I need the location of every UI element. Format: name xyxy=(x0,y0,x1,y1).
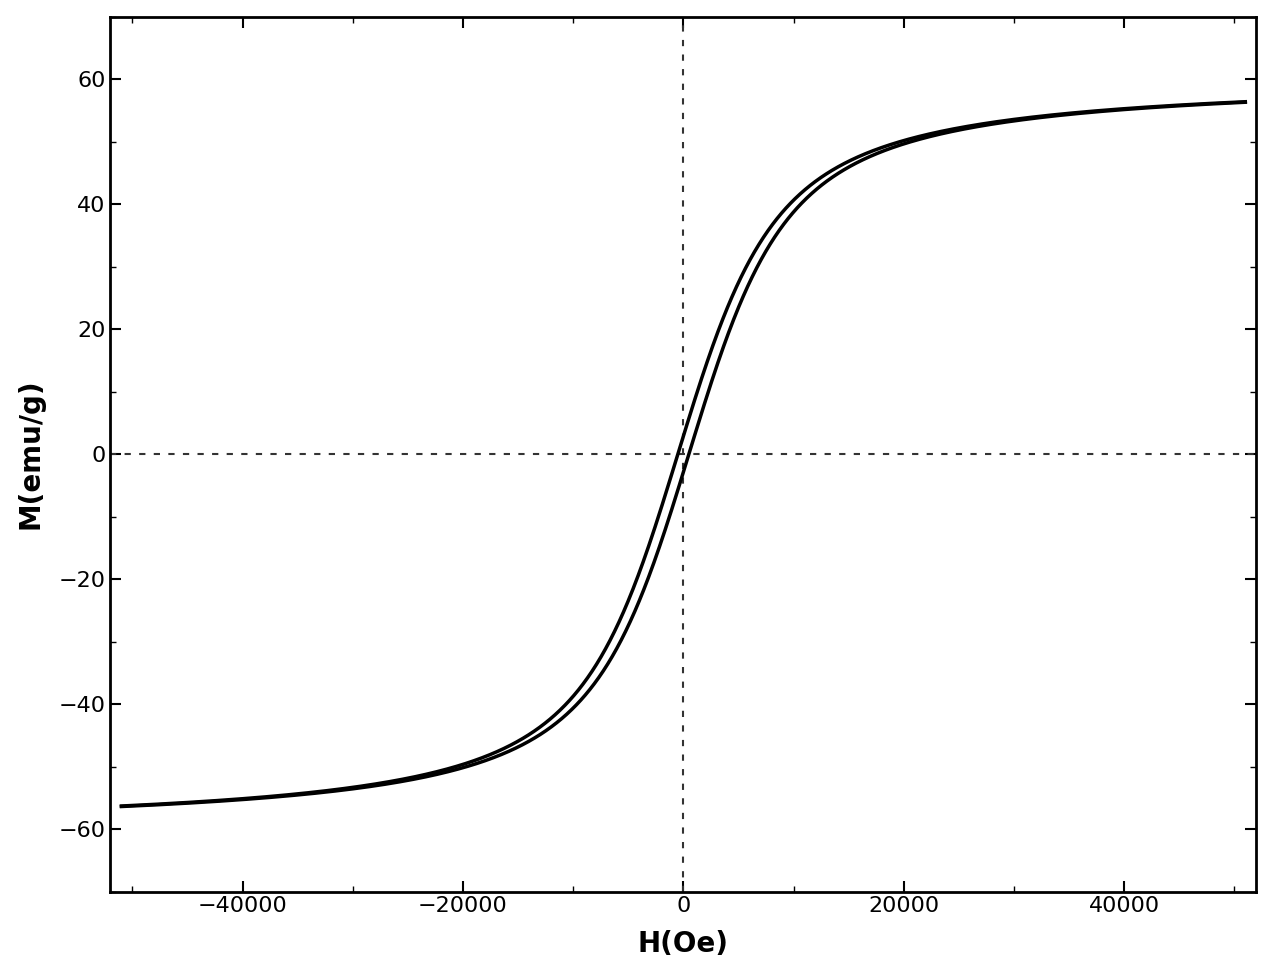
X-axis label: H(Oe): H(Oe) xyxy=(638,930,729,958)
Y-axis label: M(emu/g): M(emu/g) xyxy=(17,379,45,529)
